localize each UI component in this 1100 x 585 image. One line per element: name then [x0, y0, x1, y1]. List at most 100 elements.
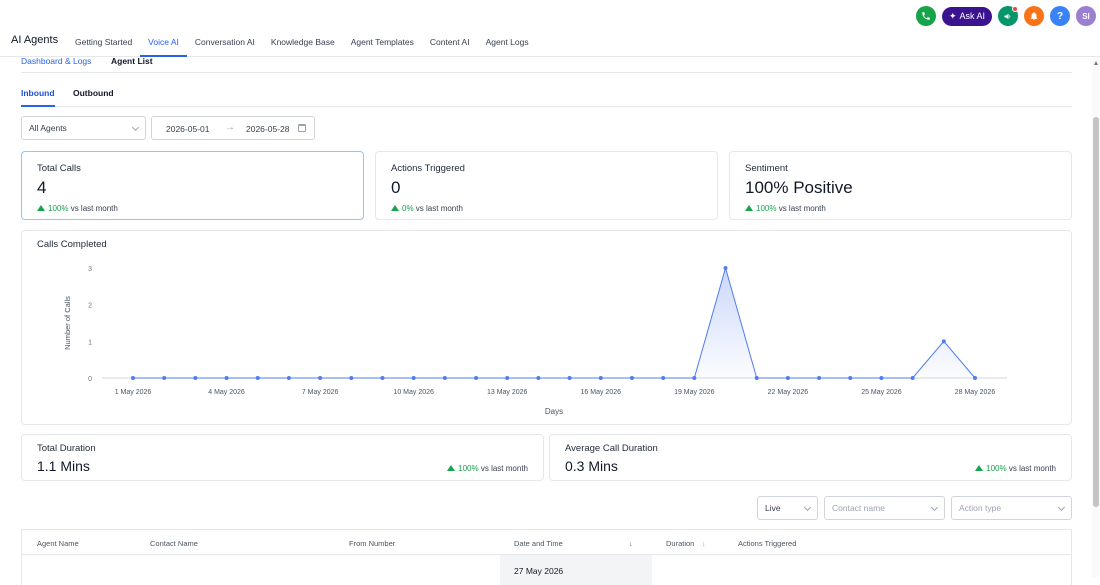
status-select[interactable]: Live: [757, 496, 818, 520]
data-point: [910, 376, 915, 380]
data-point: [661, 376, 666, 380]
data-point: [879, 376, 884, 380]
tab-agent-list[interactable]: Agent List: [111, 56, 153, 66]
trend-suffix: vs last month: [778, 204, 826, 213]
chart-title: Calls Completed: [37, 239, 107, 250]
y-tick-label: 3: [88, 266, 92, 273]
data-point: [973, 376, 977, 380]
tab-dashboard-logs[interactable]: Dashboard & Logs: [21, 56, 92, 66]
phone-icon[interactable]: [915, 6, 936, 26]
trend-up-icon: [745, 205, 753, 211]
data-point: [723, 266, 728, 270]
trend-pct: 100%: [986, 464, 1007, 473]
total-calls-card[interactable]: Total Calls 4 100% vs last month: [21, 151, 364, 220]
col-actions-triggered: Actions Triggered: [738, 539, 797, 548]
data-point: [380, 376, 385, 380]
col-contact-name: Contact Name: [150, 539, 198, 548]
help-icon[interactable]: ?: [1050, 6, 1070, 26]
top-bar: AI Agents Getting Started Voice AI Conve…: [0, 0, 1100, 57]
data-point: [224, 376, 229, 380]
calendar-icon: [298, 124, 306, 132]
app-title: AI Agents: [11, 34, 59, 46]
sort-icon[interactable]: ↓: [702, 539, 706, 548]
sentiment-label: Sentiment: [745, 163, 788, 174]
calls-completed-chart: Calls Completed 0 1 2 3 Number of Calls Days 1…: [21, 230, 1072, 425]
scrollbar-thumb[interactable]: [1093, 117, 1099, 507]
total-calls-label: Total Calls: [37, 163, 81, 174]
data-point: [754, 376, 759, 380]
avatar[interactable]: SI: [1076, 6, 1096, 26]
avg-duration-card: Average Call Duration 0.3 Mins 100% vs l…: [549, 434, 1072, 481]
actions-triggered-card[interactable]: Actions Triggered 0 0% vs last month: [375, 151, 718, 220]
data-point: [131, 376, 135, 380]
trend-up-icon: [37, 205, 45, 211]
chevron-down-icon: [1057, 503, 1066, 512]
x-tick-label: 10 May 2026: [393, 389, 434, 396]
x-tick-label: 1 May 2026: [115, 389, 152, 396]
ask-ai-label: Ask AI: [959, 11, 985, 21]
col-agent-name: Agent Name: [37, 539, 79, 548]
tab-inbound[interactable]: Inbound: [21, 88, 55, 107]
total-duration-label: Total Duration: [37, 443, 96, 454]
trend-up-icon: [391, 205, 399, 211]
data-point: [817, 376, 822, 380]
ask-ai-button[interactable]: ✦ Ask AI: [941, 6, 992, 26]
x-tick-label: 16 May 2026: [581, 389, 622, 396]
sentiment-trend: 100% vs last month: [745, 204, 826, 213]
data-point: [474, 376, 479, 380]
col-from-number: From Number: [349, 539, 396, 548]
date-end: 2026-05-28: [246, 124, 290, 134]
total-duration-value: 1.1 Mins: [37, 458, 90, 474]
data-point: [598, 376, 603, 380]
date-range-picker[interactable]: 2026-05-01 → 2026-05-28: [151, 116, 315, 140]
data-point: [442, 376, 447, 380]
col-duration[interactable]: Duration: [666, 539, 695, 548]
series-line: [133, 266, 976, 379]
y-tick-label: 1: [88, 339, 92, 346]
direction-tabs: Inbound Outbound: [21, 86, 1072, 107]
tab-agent-logs[interactable]: Agent Logs: [485, 37, 529, 47]
x-tick-label: 7 May 2026: [302, 389, 339, 396]
tab-knowledge-base[interactable]: Knowledge Base: [270, 37, 335, 47]
megaphone-icon[interactable]: [998, 6, 1018, 26]
tab-agent-templates[interactable]: Agent Templates: [350, 37, 414, 47]
tab-conversation-ai[interactable]: Conversation AI: [194, 37, 255, 47]
total-duration-card: Total Duration 1.1 Mins 100% vs last mon…: [21, 434, 544, 481]
action-type-select[interactable]: Action type: [951, 496, 1072, 520]
avg-duration-value: 0.3 Mins: [565, 458, 618, 474]
main-nav: Getting Started Voice AI Conversation AI…: [67, 31, 537, 57]
table-row[interactable]: 27 May 2026: [21, 555, 1072, 585]
data-point: [162, 376, 167, 380]
notification-dot: [1012, 6, 1018, 12]
x-tick-label: 28 May 2026: [955, 389, 996, 396]
avg-duration-label: Average Call Duration: [565, 443, 658, 454]
total-calls-value: 4: [37, 178, 47, 197]
trend-pct: 100%: [756, 204, 777, 213]
scroll-up-icon[interactable]: [1094, 61, 1098, 65]
contact-name-placeholder: Contact name: [832, 503, 885, 513]
data-point: [629, 376, 634, 380]
trend-pct: 0%: [402, 204, 414, 213]
trend-suffix: vs last month: [70, 204, 118, 213]
tab-outbound[interactable]: Outbound: [73, 88, 114, 98]
data-point: [785, 376, 790, 380]
total-duration-trend: 100% vs last month: [447, 464, 528, 473]
bell-icon[interactable]: [1024, 6, 1044, 26]
sort-desc-icon[interactable]: ↓: [629, 539, 633, 548]
table-header: Agent Name Contact Name From Number Date…: [21, 529, 1072, 555]
trend-suffix: vs last month: [1008, 464, 1056, 473]
tab-voice-ai[interactable]: Voice AI: [140, 31, 187, 57]
sentiment-card[interactable]: Sentiment 100% Positive 100% vs last mon…: [729, 151, 1072, 220]
agent-select[interactable]: All Agents: [21, 116, 146, 140]
avg-duration-trend: 100% vs last month: [975, 464, 1056, 473]
contact-name-select[interactable]: Contact name: [824, 496, 945, 520]
tab-getting-started[interactable]: Getting Started: [75, 37, 133, 47]
chart-svg: 0 1 2 3 Number of Calls Days 1 May 2026 4 May 2…: [63, 266, 1007, 416]
tab-content-ai[interactable]: Content AI: [429, 37, 470, 47]
x-tick-label: 19 May 2026: [674, 389, 715, 396]
x-axis-label: Days: [545, 407, 563, 416]
chevron-down-icon: [131, 123, 140, 132]
col-date-time[interactable]: Date and Time: [514, 539, 563, 548]
data-point: [255, 376, 260, 380]
page-scrollbar[interactable]: [1092, 57, 1100, 577]
